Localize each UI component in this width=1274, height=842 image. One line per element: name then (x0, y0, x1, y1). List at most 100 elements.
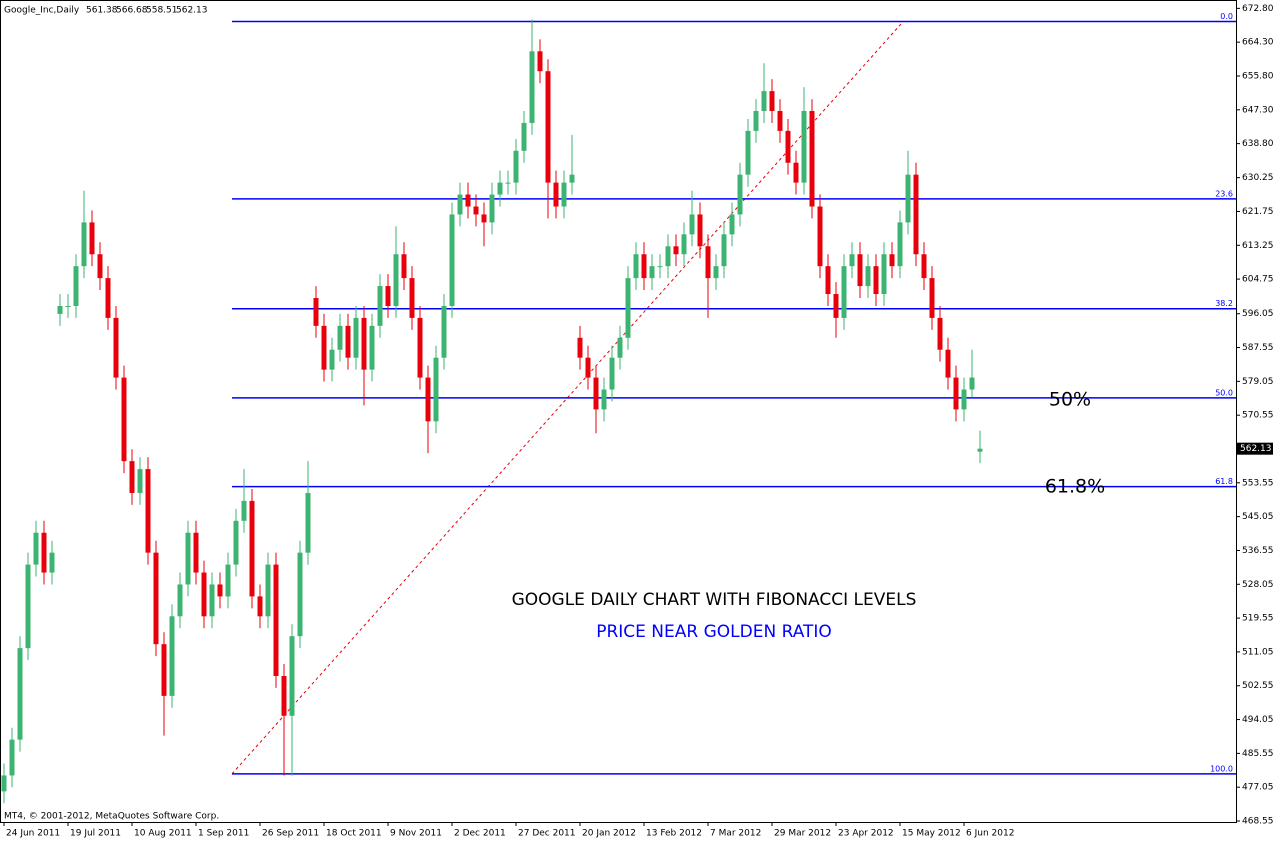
candle-body (481, 214, 487, 223)
y-tick-label: 604.75 (1242, 275, 1274, 285)
candle-body (385, 286, 391, 306)
candle-body (721, 234, 727, 267)
candle-body (505, 182, 511, 184)
candle-body (289, 636, 295, 716)
candle-body (137, 469, 143, 493)
candle-body (49, 552, 55, 573)
candle-body (585, 357, 591, 378)
x-tick-label: 19 Jul 2011 (70, 829, 121, 839)
candle-body (377, 286, 383, 326)
candle-body (665, 246, 671, 267)
y-tick-label: 553.55 (1242, 478, 1274, 488)
candle-body (785, 130, 791, 163)
x-tick-label: 7 Mar 2012 (710, 829, 761, 839)
y-tick-label: 511.05 (1242, 647, 1274, 657)
y-tick-label: 528.05 (1242, 580, 1274, 590)
header-open: 561.38 (86, 6, 118, 16)
candle-body (393, 254, 399, 306)
candle-body (769, 91, 775, 112)
y-tick-label: 502.55 (1242, 681, 1274, 691)
candle-body (297, 552, 303, 637)
candle-body (777, 111, 783, 131)
candle-body (849, 254, 855, 267)
y-tick-label: 587.55 (1242, 343, 1274, 353)
header-close: 562.13 (176, 6, 208, 16)
candle-body (801, 111, 807, 183)
candle-body (9, 739, 15, 776)
candle-body (841, 266, 847, 318)
candle-body (25, 564, 31, 649)
x-tick-label: 2 Dec 2011 (454, 829, 506, 839)
candle-body (817, 206, 823, 267)
candle-body (73, 266, 79, 306)
x-tick-label: 13 Feb 2012 (646, 829, 702, 839)
candle-body (649, 266, 655, 279)
x-tick-label: 27 Dec 2011 (518, 829, 576, 839)
y-tick-label: 596.05 (1242, 309, 1274, 319)
candle-body (433, 357, 439, 422)
x-tick-label: 6 Jun 2012 (966, 829, 1014, 839)
y-tick-label: 664.30 (1242, 38, 1274, 48)
candle-body (449, 214, 455, 306)
fib-label: 100.0 (1210, 764, 1233, 773)
fib-label: 38.2 (1215, 299, 1233, 308)
y-tick-label: 545.05 (1242, 512, 1274, 522)
candle-body (441, 305, 447, 358)
x-tick-label: 23 Apr 2012 (838, 829, 894, 839)
candle-body (337, 325, 343, 350)
candle-body (169, 616, 175, 696)
candle-body (257, 596, 263, 617)
candle-body (529, 51, 535, 123)
candle-body (409, 278, 415, 318)
y-tick-label: 570.55 (1242, 411, 1274, 421)
y-tick-label: 630.25 (1242, 173, 1274, 183)
candle-body (913, 174, 919, 255)
candle-body (713, 266, 719, 279)
candle-body (225, 564, 231, 597)
y-tick-label: 468.55 (1242, 817, 1274, 827)
y-tick-label: 494.05 (1242, 715, 1274, 725)
candle-body (497, 182, 503, 195)
candle-body (745, 130, 751, 175)
candle-body (177, 584, 183, 617)
candle-body (553, 182, 559, 207)
candle-body (569, 174, 575, 183)
candle-body (57, 305, 63, 314)
candle-body (345, 325, 351, 358)
candle-body (281, 675, 287, 716)
x-tick-label: 18 Oct 2011 (326, 829, 382, 839)
candle-body (81, 222, 87, 267)
candle-body (705, 246, 711, 279)
candle-body (609, 357, 615, 390)
candle-body (313, 298, 319, 326)
y-tick-label: 536.55 (1242, 546, 1274, 556)
candle-body (977, 448, 983, 452)
candle-body (825, 266, 831, 295)
header-low: 558.51 (146, 6, 178, 16)
plot-frame (0, 0, 1237, 823)
chart-title: GOOGLE DAILY CHART WITH FIBONACCI LEVELS (512, 590, 917, 610)
y-tick-label: 672.80 (1242, 4, 1274, 14)
candle-body (625, 278, 631, 338)
x-tick-label: 10 Aug 2011 (134, 829, 192, 839)
symbol: Google_Inc,Daily (4, 6, 80, 16)
candle-body (929, 278, 935, 318)
y-tick-label: 477.05 (1242, 783, 1274, 793)
candle-body (953, 377, 959, 410)
candle-body (681, 234, 687, 255)
candle-body (425, 377, 431, 422)
y-tick-label: 638.80 (1242, 139, 1274, 149)
candle-body (217, 584, 223, 597)
price-label-box (1237, 442, 1273, 455)
annotation: 61.8% (1045, 476, 1105, 498)
candle-body (737, 174, 743, 215)
candle-body (961, 389, 967, 410)
y-tick-label: 655.80 (1242, 71, 1274, 81)
candle-body (33, 532, 39, 565)
x-tick-label: 9 Nov 2011 (390, 829, 442, 839)
candle-body (129, 461, 135, 493)
y-tick-label: 621.75 (1242, 207, 1274, 217)
candle-body (209, 584, 215, 617)
x-tick-label: 24 Jun 2011 (6, 829, 60, 839)
